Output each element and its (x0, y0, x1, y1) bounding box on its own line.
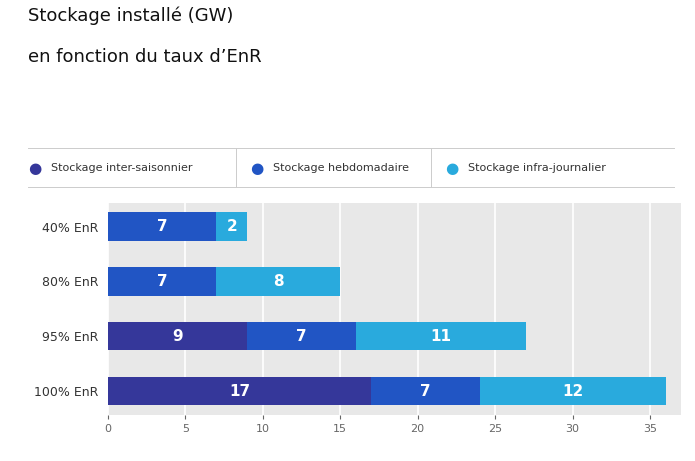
Bar (108, 377, 371, 405)
Text: en fonction du taux d’EnR: en fonction du taux d’EnR (28, 48, 261, 66)
Text: 7: 7 (296, 329, 306, 344)
Text: 2: 2 (227, 219, 237, 234)
Text: ●: ● (250, 161, 263, 176)
Bar (216, 267, 340, 296)
Text: 7: 7 (420, 384, 431, 398)
Text: ●: ● (445, 161, 458, 176)
Bar (108, 213, 216, 241)
Text: ●: ● (28, 161, 41, 176)
Bar (108, 267, 216, 296)
Text: 12: 12 (562, 384, 583, 398)
Bar (356, 322, 526, 350)
Bar (247, 322, 356, 350)
Text: Stockage infra-journalier: Stockage infra-journalier (468, 163, 605, 173)
Text: 17: 17 (229, 384, 250, 398)
Bar (480, 377, 666, 405)
Text: 11: 11 (430, 329, 451, 344)
Bar (108, 322, 247, 350)
Bar (371, 377, 480, 405)
Bar (216, 213, 247, 241)
Text: 9: 9 (172, 329, 183, 344)
Text: 7: 7 (156, 274, 167, 289)
Text: 7: 7 (156, 219, 167, 234)
Text: Stockage hebdomadaire: Stockage hebdomadaire (273, 163, 409, 173)
Text: Stockage installé (GW): Stockage installé (GW) (28, 7, 234, 25)
Text: 8: 8 (273, 274, 284, 289)
Text: Stockage inter-saisonnier: Stockage inter-saisonnier (51, 163, 193, 173)
